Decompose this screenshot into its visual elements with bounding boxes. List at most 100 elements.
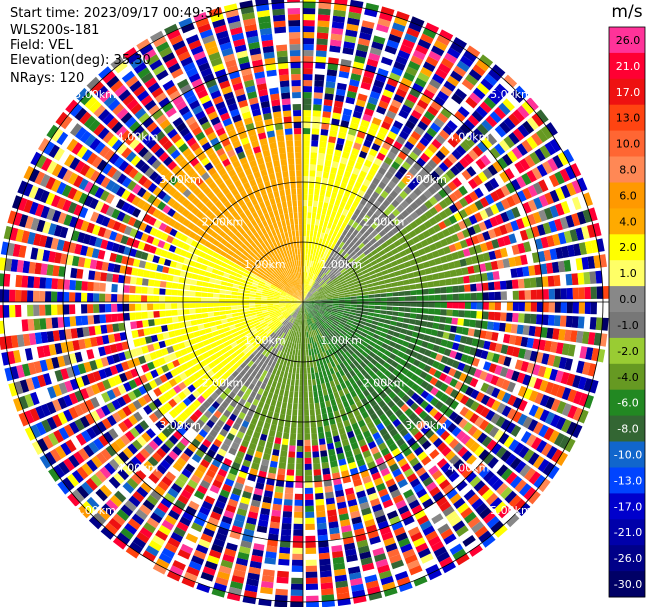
range-gate [224,548,237,557]
range-gate [292,311,297,318]
range-gate [491,478,504,491]
range-gate [336,239,342,247]
range-gate [377,68,389,78]
range-gate [44,236,54,249]
range-gate [418,347,427,355]
range-gate [209,429,218,438]
range-gate [290,589,303,596]
range-gate [457,343,466,353]
range-gate [281,523,292,530]
range-gate [175,335,184,343]
range-gate [379,265,387,272]
range-gate [409,191,418,201]
range-gate [313,469,322,476]
range-gate [310,152,318,159]
range-gate [391,175,400,185]
range-gate [489,216,499,227]
range-gate [412,537,426,548]
range-gate [231,295,238,299]
range-gate [137,268,145,277]
range-gate [196,386,205,395]
range-gate [326,298,333,301]
range-gate [17,197,28,212]
range-gate [305,505,314,512]
range-gate [247,409,255,418]
range-gate [329,417,336,425]
range-gate [173,526,186,538]
range-gate [294,331,297,338]
range-gate [396,135,406,145]
range-gate [326,319,333,325]
range-gate [308,349,312,356]
range-gate [106,273,114,282]
range-gate [219,521,231,531]
range-gate [274,594,288,602]
range-gate [244,414,252,423]
range-gate [436,330,444,338]
range-gate [386,310,393,316]
range-gate [198,443,209,453]
range-gate [385,263,393,269]
range-gate [364,322,372,328]
range-gate [358,439,367,447]
range-gate [464,284,471,292]
range-gate [277,570,289,578]
range-gate [245,281,253,286]
range-gate [391,348,400,355]
range-gate [522,201,532,214]
range-gate [380,332,387,338]
range-gate [261,306,268,309]
range-gate [373,344,381,351]
range-gate [334,328,341,334]
range-gate [122,214,131,224]
range-gate [298,302,303,307]
range-gate [483,340,491,350]
range-gate [318,327,323,333]
range-gate [502,153,513,166]
range-gate [527,213,537,226]
range-gate [356,272,363,277]
range-gate [392,292,399,297]
range-gate [404,33,418,44]
range-gate [324,363,329,371]
range-gate [460,507,473,519]
range-gate [348,504,359,513]
range-gate [225,344,233,351]
range-gate [187,443,198,453]
range-gate [341,317,348,322]
range-gate [451,317,459,325]
range-gate [341,151,350,159]
range-gate [333,337,340,344]
range-gate [219,266,226,272]
range-gate [145,428,156,439]
range-gate [83,361,92,373]
range-gate [347,282,355,287]
range-gate [338,70,350,79]
range-gate [490,520,504,534]
range-gate [362,302,369,305]
range-gate [90,211,100,223]
range-gate [23,199,34,213]
range-gate [583,192,593,207]
range-gate [549,138,562,153]
range-gate [324,485,333,493]
range-gate [242,347,250,355]
range-gate [181,577,196,588]
range-gate [555,203,565,216]
range-gate [201,303,208,308]
range-gate [115,363,124,373]
range-gate [94,271,102,281]
range-gate [342,315,349,319]
range-gate [250,337,257,344]
range-gate [99,282,106,292]
range-gate [303,302,306,308]
range-gate [524,154,536,168]
range-gate [439,501,452,512]
range-gate [496,259,505,269]
range-gate [427,281,435,288]
range-gate [238,445,248,454]
range-gate [105,179,116,191]
range-gate [491,400,501,411]
range-gate [332,308,339,311]
range-gate [421,340,429,348]
